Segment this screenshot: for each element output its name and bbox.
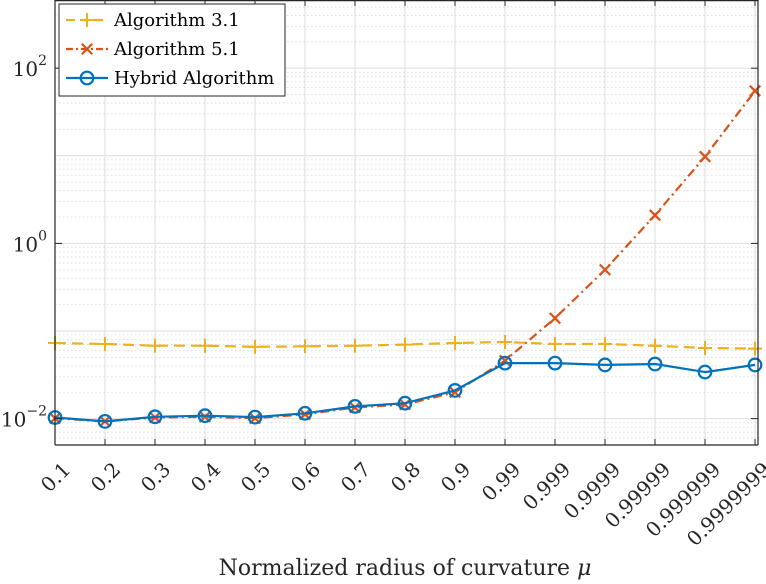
axes	[54, 0, 759, 446]
marker-circle	[79, 70, 95, 86]
x-tick-label: 0.7	[336, 457, 375, 496]
marker-x	[648, 209, 662, 222]
legend-label: Hybrid Algorithm	[114, 68, 274, 89]
marker-circle	[197, 408, 213, 424]
x-tick-label: 0.3	[136, 457, 175, 496]
x-tick-label: 0.4	[186, 457, 225, 496]
marker-plus	[598, 337, 612, 352]
legend-label: Algorithm 3.1	[113, 10, 240, 31]
marker-circle	[347, 398, 363, 414]
marker-plus	[348, 338, 362, 353]
x-axis-title-text: Normalized radius of curvature	[219, 556, 570, 581]
marker-circle	[247, 409, 263, 425]
x-tick-label: 0.1	[36, 457, 75, 496]
marker-x	[598, 263, 612, 276]
x-tick-label: 0.8	[386, 457, 425, 496]
marker-circle	[447, 382, 463, 398]
legend-entry: Algorithm 5.1	[66, 39, 240, 60]
x-tick-label: 0.5	[236, 457, 275, 496]
y-tick-exponent: 2	[38, 53, 47, 69]
marker-plus	[748, 341, 762, 356]
marker-plus	[98, 337, 112, 352]
x-tick-label: 0.2	[86, 457, 125, 496]
marker-circle	[397, 395, 413, 411]
marker-plus	[198, 338, 212, 353]
marker-plus	[80, 13, 94, 27]
x-tick-labels: 0.1 0.2 0.3 0.4 0.5 0.6 0.7 0.8 0.9 0.990.9990.99…	[36, 457, 766, 550]
y-tick-exponent: −2	[26, 404, 47, 420]
marker-circle	[547, 355, 563, 371]
x-tick-label: 0.9	[436, 457, 475, 496]
legend-entry: Algorithm 3.1	[66, 10, 240, 31]
marker-circle	[97, 413, 113, 429]
series-line	[54, 362, 756, 423]
marker-circle	[747, 357, 763, 373]
y-tick-label: 100	[13, 228, 47, 256]
marker-plus	[298, 339, 312, 354]
x-axis-title-symbol: μ	[577, 556, 591, 581]
marker-circle	[697, 364, 713, 380]
y-tick-exponent: 0	[38, 228, 47, 244]
marker-plus	[548, 337, 562, 352]
legend: Algorithm 3.1 Algorithm 5.1 Hybrid Algorit…	[58, 3, 286, 97]
marker-circle	[147, 409, 163, 425]
y-tick-base: 10	[13, 57, 38, 81]
marker-circle	[597, 357, 613, 373]
marker-circle	[497, 355, 513, 371]
marker-x	[80, 42, 94, 56]
marker-plus	[398, 337, 412, 352]
marker-circle	[297, 405, 313, 421]
marker-plus	[698, 340, 712, 355]
marker-circle	[647, 356, 663, 372]
legend-entry: Hybrid Algorithm	[66, 68, 274, 89]
y-tick-label: 10−2	[1, 404, 47, 432]
legend-label: Algorithm 5.1	[113, 39, 240, 60]
y-tick-label: 102	[13, 53, 47, 81]
marker-x	[698, 150, 712, 163]
marker-plus	[498, 334, 512, 349]
x-axis-title: Normalized radius of curvature μ	[219, 556, 592, 581]
marker-plus	[448, 335, 462, 350]
y-tick-base: 10	[1, 408, 26, 432]
y-tick-base: 10	[13, 232, 38, 256]
marker-plus	[648, 338, 662, 353]
marker-plus	[148, 338, 162, 353]
marker-x	[548, 312, 562, 325]
x-tick-label: 0.6	[286, 457, 325, 496]
marker-plus	[248, 339, 262, 354]
